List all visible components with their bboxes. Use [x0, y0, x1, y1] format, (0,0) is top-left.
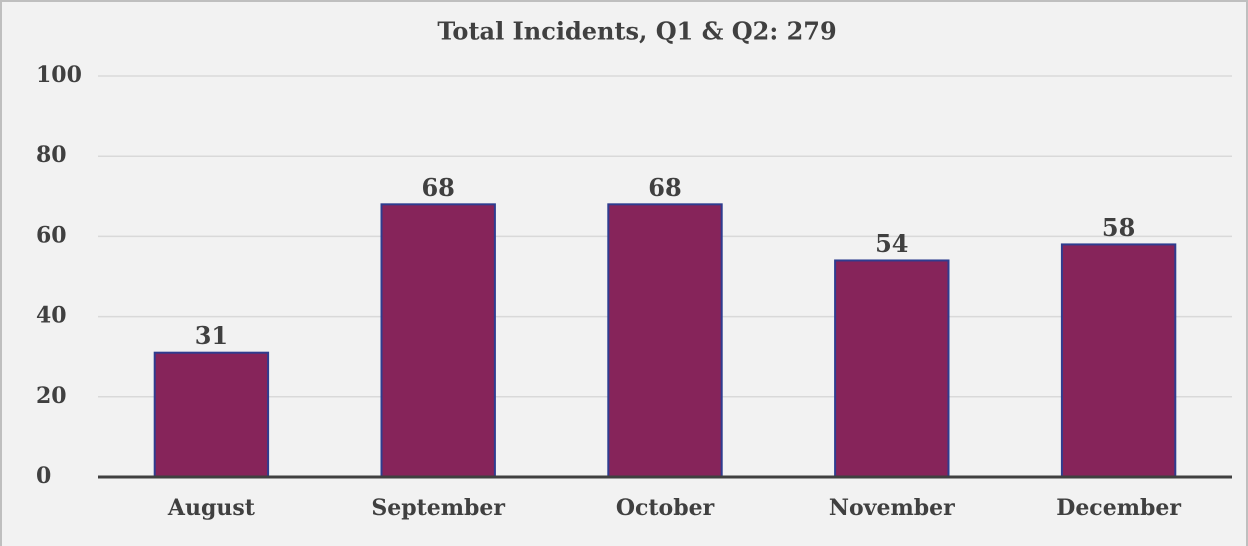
- x-tick-label: September: [371, 495, 505, 521]
- x-tick-label: November: [829, 495, 955, 521]
- data-label: 54: [875, 229, 908, 258]
- data-label: 58: [1102, 213, 1135, 242]
- bar: [834, 259, 950, 478]
- bar: [607, 203, 723, 478]
- x-tick-label: October: [616, 495, 715, 521]
- y-tick-label: 20: [36, 383, 67, 409]
- data-label: 68: [421, 173, 454, 202]
- data-label: 31: [195, 321, 228, 350]
- bar: [380, 203, 496, 478]
- bar: [1060, 243, 1177, 478]
- y-tick-label: 60: [36, 222, 67, 248]
- y-tick-label: 0: [36, 463, 51, 489]
- y-tick-label: 80: [36, 142, 67, 168]
- data-label: 68: [648, 173, 681, 202]
- y-tick-label: 40: [36, 303, 67, 329]
- chart-title: Total Incidents, Q1 & Q2: 279: [437, 17, 836, 46]
- y-tick-label: 100: [36, 62, 82, 88]
- bar: [153, 351, 270, 478]
- x-tick-label: December: [1056, 495, 1181, 521]
- x-tick-label: August: [167, 495, 256, 521]
